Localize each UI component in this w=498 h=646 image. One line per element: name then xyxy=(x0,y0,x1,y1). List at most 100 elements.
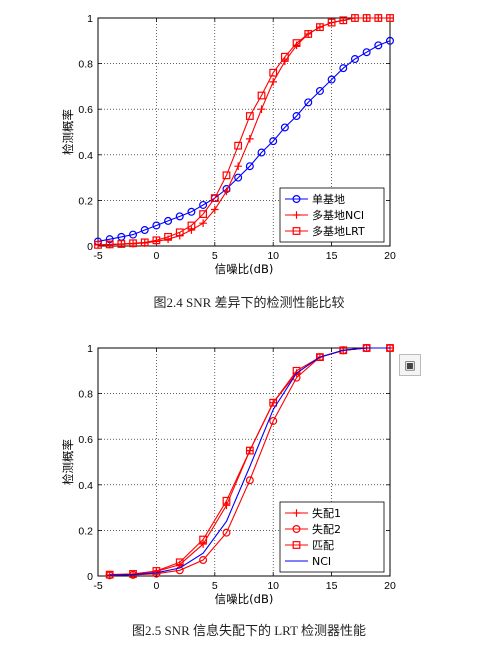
circle-marker xyxy=(269,416,278,425)
square-marker xyxy=(245,446,254,455)
y-tick-label: 0.8 xyxy=(78,59,93,71)
plus-marker xyxy=(269,78,277,86)
plus-marker xyxy=(187,226,196,234)
plus-marker xyxy=(246,135,254,143)
square-marker xyxy=(269,68,278,77)
x-tick-label: 15 xyxy=(326,580,338,592)
circle-marker xyxy=(362,48,371,57)
y-tick-label: 0.4 xyxy=(78,480,93,492)
legend-label: NCI xyxy=(312,555,331,568)
y-tick-label: 0.4 xyxy=(78,150,93,162)
y-tick-label: 0 xyxy=(87,571,93,583)
chart-2-5: -5 0 5 10 15 2000.20.40.60.81信噪比(dB)检测概率失配1失配… xyxy=(61,343,396,606)
circle-marker xyxy=(140,226,149,235)
x-tick-label: 0 xyxy=(153,250,159,262)
plus-marker xyxy=(222,187,231,196)
circle-marker xyxy=(164,216,173,225)
square-marker xyxy=(362,14,371,22)
square-marker xyxy=(292,227,301,235)
circle-marker xyxy=(339,64,348,73)
series-line xyxy=(97,40,391,242)
circle-marker xyxy=(199,556,208,565)
legend-label: 匹配 xyxy=(312,539,334,552)
plus-marker xyxy=(292,509,301,517)
square-marker xyxy=(129,239,137,248)
y-axis-label: 检测概率 xyxy=(61,439,75,485)
circle-marker xyxy=(386,36,395,45)
square-marker xyxy=(94,240,102,249)
y-axis-label: 检测概率 xyxy=(61,109,75,155)
square-marker xyxy=(152,567,161,575)
figure-caption: 图2.4 SNR 差异下的检测性能比较 xyxy=(153,295,345,310)
legend-label: 单基地 xyxy=(312,193,345,206)
square-marker xyxy=(199,210,208,218)
circle-marker xyxy=(257,148,266,157)
circle-marker xyxy=(187,207,196,216)
square-marker xyxy=(339,16,348,25)
circle-marker xyxy=(129,230,138,239)
x-axis-label: 信噪比(dB) xyxy=(215,262,274,276)
circle-marker xyxy=(175,566,184,575)
square-marker xyxy=(269,398,278,407)
series-3 xyxy=(109,347,390,576)
square-marker xyxy=(222,496,231,505)
square-marker xyxy=(351,14,359,22)
circle-marker xyxy=(315,86,324,95)
square-marker xyxy=(117,240,126,248)
circle-marker xyxy=(350,55,359,64)
square-marker xyxy=(257,91,266,100)
x-tick-label: -5 xyxy=(93,580,102,592)
series-line xyxy=(97,17,390,246)
x-tick-label: 5 xyxy=(212,250,218,262)
circle-marker xyxy=(175,212,184,221)
chart-2-4: -5 0 5 10 15 2000.20.40.60.81信噪比(dB)检测概率单基地多基… xyxy=(61,13,396,276)
y-tick-label: 0.6 xyxy=(78,104,93,116)
x-tick-label: 5 xyxy=(212,580,218,592)
x-tick-label: 15 xyxy=(326,250,338,262)
square-marker xyxy=(164,232,172,241)
circle-marker xyxy=(245,162,254,171)
y-tick-label: 1 xyxy=(87,343,93,355)
circle-marker xyxy=(269,137,278,146)
plus-marker xyxy=(199,219,207,227)
square-marker xyxy=(327,18,336,27)
y-tick-label: 0.6 xyxy=(78,434,93,446)
x-tick-label: -5 xyxy=(93,250,102,262)
circle-marker xyxy=(280,123,289,132)
square-marker xyxy=(105,240,114,249)
legend-box xyxy=(279,501,385,573)
series-line xyxy=(109,347,390,576)
side-panel-icon[interactable]: ▣ xyxy=(399,354,421,376)
y-tick-label: 0 xyxy=(87,241,93,253)
x-axis-label: 信噪比(dB) xyxy=(215,592,274,606)
square-marker xyxy=(304,30,313,38)
circle-marker xyxy=(245,476,254,485)
plot-frame xyxy=(97,347,391,577)
figure-2-4: -5 0 5 10 15 20 0 0.2 0.4 0.6 0.8 1 信噪比(dB) 检测概率 单基地 多基… xyxy=(0,0,498,320)
square-marker xyxy=(140,238,149,247)
figure-2-5: -5 0 5 10 15 20 0 0.2 0.4 0.6 0.8 1 信噪比(dB) 检测概率 失配1 失配… xyxy=(0,330,498,646)
circle-marker xyxy=(292,525,301,534)
square-marker xyxy=(175,228,184,237)
x-tick-label: 10 xyxy=(267,580,279,592)
legend-label: 失配1 xyxy=(312,507,341,520)
plus-marker xyxy=(281,57,289,66)
y-tick-label: 0.2 xyxy=(78,525,93,537)
circle-marker xyxy=(234,173,243,182)
plus-marker xyxy=(292,211,301,219)
legend-label: 多基地LRT xyxy=(312,224,365,238)
x-tick-label: 20 xyxy=(384,580,396,592)
circle-marker xyxy=(327,75,336,84)
figure-caption: 图2.5 SNR 信息失配下的 LRT 检测器性能 xyxy=(131,623,367,638)
circle-marker xyxy=(222,528,231,537)
square-marker xyxy=(175,558,184,567)
plus-marker xyxy=(211,205,219,214)
square-marker xyxy=(280,52,289,61)
series-0 xyxy=(93,36,395,246)
y-tick-label: 0.8 xyxy=(78,389,93,401)
circle-marker xyxy=(292,112,301,121)
square-marker xyxy=(386,14,394,22)
legend-box xyxy=(279,187,385,243)
plus-marker xyxy=(257,105,266,113)
